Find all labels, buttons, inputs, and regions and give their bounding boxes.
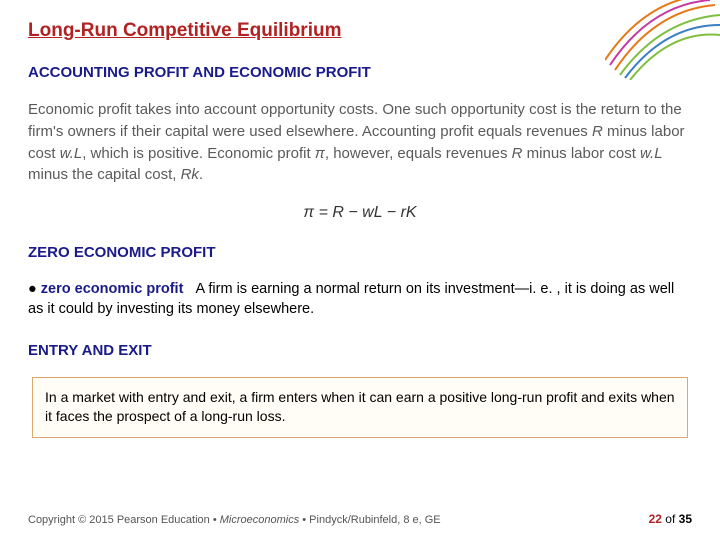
slide-title: Long-Run Competitive Equilibrium: [28, 20, 692, 42]
copyright-text: Copyright © 2015 Pearson Education • Mic…: [28, 514, 441, 526]
term-zero-profit: zero economic profit: [41, 281, 184, 297]
bullet-icon: ●: [28, 281, 37, 297]
definition-zero-profit: ● zero economic profit A firm is earning…: [28, 279, 692, 320]
page-number: 22 of 35: [649, 512, 692, 526]
callout-box-entry-exit: In a market with entry and exit, a firm …: [32, 377, 688, 438]
decorative-corner-art: [605, 0, 720, 80]
paragraph-economic-profit: Economic profit takes into account oppor…: [28, 99, 692, 186]
heading-entry-exit: ENTRY AND EXIT: [28, 342, 692, 359]
slide-footer: Copyright © 2015 Pearson Education • Mic…: [28, 512, 692, 526]
equation-profit: π = R − wL − rK: [28, 204, 692, 222]
heading-zero-profit: ZERO ECONOMIC PROFIT: [28, 244, 692, 261]
heading-accounting-profit: ACCOUNTING PROFIT AND ECONOMIC PROFIT: [28, 64, 692, 81]
